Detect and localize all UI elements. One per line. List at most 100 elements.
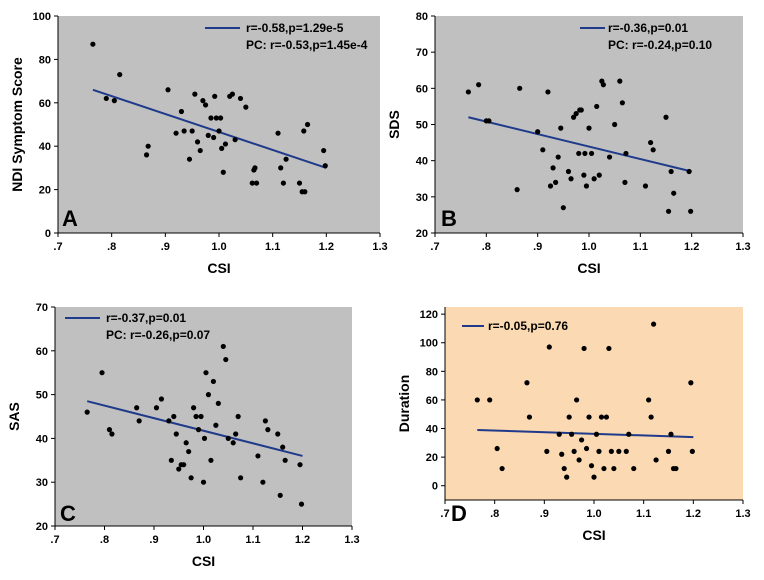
data-point bbox=[581, 345, 587, 352]
regression-line bbox=[86, 400, 303, 457]
data-point bbox=[476, 82, 482, 88]
panel-label: B bbox=[441, 206, 457, 231]
plot-background bbox=[435, 16, 743, 233]
data-point bbox=[186, 448, 192, 455]
data-point bbox=[617, 78, 623, 84]
data-point bbox=[186, 156, 193, 162]
x-tick-label: 1.0 bbox=[196, 534, 211, 546]
data-point bbox=[297, 462, 303, 468]
data-point bbox=[277, 492, 283, 498]
data-point bbox=[191, 405, 197, 411]
data-point bbox=[568, 176, 574, 182]
data-point bbox=[583, 445, 590, 452]
data-point bbox=[230, 440, 236, 446]
data-point bbox=[298, 501, 305, 507]
y-tick-label: 40 bbox=[39, 141, 51, 153]
y-tick-label: 30 bbox=[416, 192, 428, 204]
data-point bbox=[229, 91, 236, 97]
data-point bbox=[222, 141, 229, 147]
legend-partial-correlation: PC: r=-0.26,p=0.07 bbox=[106, 328, 210, 342]
x-tick-label: 1.2 bbox=[295, 534, 310, 546]
y-tick-label: 60 bbox=[36, 346, 48, 358]
y-tick-label: 20 bbox=[39, 185, 51, 197]
data-point bbox=[606, 154, 613, 160]
data-point bbox=[216, 128, 222, 134]
y-tick-label: 60 bbox=[39, 98, 51, 110]
data-point bbox=[616, 448, 622, 454]
x-tick-label: .8 bbox=[482, 241, 491, 253]
data-point bbox=[611, 465, 617, 472]
y-tick-label: 120 bbox=[420, 309, 438, 321]
data-point bbox=[223, 356, 229, 363]
data-point bbox=[619, 100, 625, 106]
y-tick-label: 60 bbox=[416, 83, 428, 95]
data-point bbox=[173, 130, 179, 136]
data-point bbox=[243, 104, 249, 110]
data-point bbox=[583, 183, 590, 189]
data-point bbox=[280, 444, 286, 450]
x-tick-label: 1.1 bbox=[245, 534, 260, 546]
y-tick-label: 0 bbox=[45, 228, 51, 240]
data-point bbox=[181, 128, 187, 134]
data-point bbox=[153, 405, 160, 411]
data-point bbox=[134, 405, 140, 411]
data-point bbox=[612, 121, 618, 128]
data-point bbox=[535, 129, 541, 135]
data-point bbox=[260, 479, 266, 485]
legend-entry: r=-0.37,p=0.01 bbox=[106, 311, 186, 325]
x-tick-label: 1.2 bbox=[319, 241, 334, 253]
x-tick-label: .7 bbox=[53, 241, 62, 253]
data-point bbox=[166, 418, 172, 424]
data-point bbox=[168, 457, 174, 463]
data-point bbox=[594, 103, 600, 110]
y-tick-label: 50 bbox=[36, 390, 48, 402]
data-point bbox=[198, 413, 204, 420]
data-point bbox=[205, 132, 211, 138]
x-tick-label: .9 bbox=[533, 241, 542, 253]
data-point bbox=[596, 172, 602, 178]
data-point bbox=[171, 413, 177, 420]
data-point bbox=[201, 435, 208, 441]
x-tick-label: 1.1 bbox=[636, 508, 651, 520]
data-point bbox=[573, 111, 579, 117]
x-tick-label: 1.0 bbox=[586, 508, 601, 520]
x-tick-label: .9 bbox=[161, 241, 170, 253]
data-point bbox=[321, 147, 327, 154]
data-point bbox=[648, 139, 654, 146]
x-tick-label: 1.2 bbox=[684, 241, 699, 253]
y-axis-label: NDI Symptom Score bbox=[9, 57, 25, 192]
y-tick-label: 40 bbox=[36, 433, 48, 445]
data-point bbox=[275, 130, 281, 136]
data-point bbox=[574, 397, 580, 403]
legend-entry: r=-0.05,p=0.76 bbox=[488, 319, 568, 333]
x-tick-label: 1.1 bbox=[633, 241, 648, 253]
data-point bbox=[99, 370, 105, 376]
x-axis-label: CSI bbox=[582, 527, 605, 543]
x-tick-label: 1.3 bbox=[372, 241, 387, 253]
data-point bbox=[249, 180, 255, 186]
data-point bbox=[194, 139, 201, 145]
data-point bbox=[211, 134, 217, 141]
regression-line bbox=[468, 116, 692, 173]
data-point bbox=[547, 183, 554, 189]
data-point bbox=[195, 427, 202, 433]
data-point bbox=[550, 165, 556, 171]
panel-label: C bbox=[60, 501, 76, 526]
data-point bbox=[136, 418, 142, 424]
data-point bbox=[588, 150, 595, 157]
data-point bbox=[232, 137, 238, 143]
x-tick-label: .8 bbox=[100, 534, 109, 546]
data-point bbox=[576, 150, 582, 157]
x-tick-label: 1.3 bbox=[344, 534, 359, 546]
data-point bbox=[623, 448, 629, 454]
data-point bbox=[596, 448, 602, 454]
legend-entry: r=-0.58,p=1.29e-5 bbox=[246, 21, 344, 35]
data-point bbox=[578, 437, 585, 443]
x-tick-label: 1.3 bbox=[735, 241, 750, 253]
data-point bbox=[212, 93, 218, 99]
panel-label: A bbox=[62, 206, 78, 231]
data-point bbox=[181, 462, 187, 468]
x-tick-label: 1.2 bbox=[686, 508, 701, 520]
data-point bbox=[176, 466, 182, 472]
x-tick-label: 1.1 bbox=[265, 241, 280, 253]
